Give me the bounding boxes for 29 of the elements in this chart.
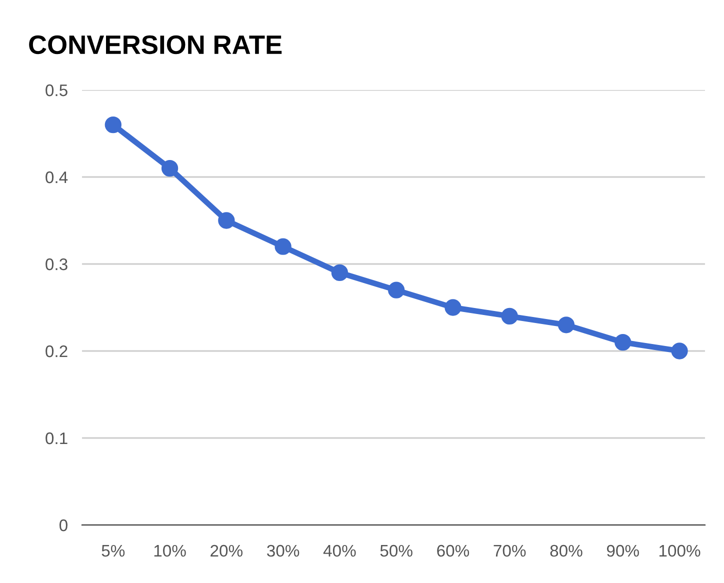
x-tick-label: 100% — [659, 544, 700, 557]
x-tick-label: 70% — [494, 544, 526, 557]
y-tick-label: 0.5 — [46, 84, 68, 96]
point — [218, 212, 235, 229]
point — [331, 264, 348, 282]
point — [274, 238, 292, 255]
point — [388, 282, 405, 298]
point — [614, 334, 632, 351]
point — [444, 299, 462, 316]
x-tick-label: 20% — [210, 544, 243, 557]
y-tick-label: 0.3 — [46, 258, 68, 270]
y-tick-label: 0.2 — [46, 345, 68, 358]
x-tick-label: 60% — [437, 544, 470, 557]
x-tick-label: 80% — [550, 544, 582, 557]
point — [161, 160, 178, 177]
y-tick-label: 0 — [59, 519, 68, 532]
y-tick-label: 0.4 — [46, 171, 68, 184]
x-tick-label: 90% — [606, 544, 639, 557]
point — [671, 342, 688, 360]
y-tick-label: 0.1 — [46, 432, 68, 444]
chart-title: CONVERSION RATE — [29, 35, 282, 54]
point — [104, 116, 122, 134]
x-tick-label: 10% — [154, 544, 186, 557]
x-tick-label: 30% — [267, 544, 300, 557]
x-tick-label: 5% — [102, 544, 125, 557]
x-tick-label: 50% — [380, 544, 412, 557]
point — [501, 308, 518, 325]
point — [558, 316, 575, 334]
x-tick-label: 40% — [323, 544, 356, 557]
